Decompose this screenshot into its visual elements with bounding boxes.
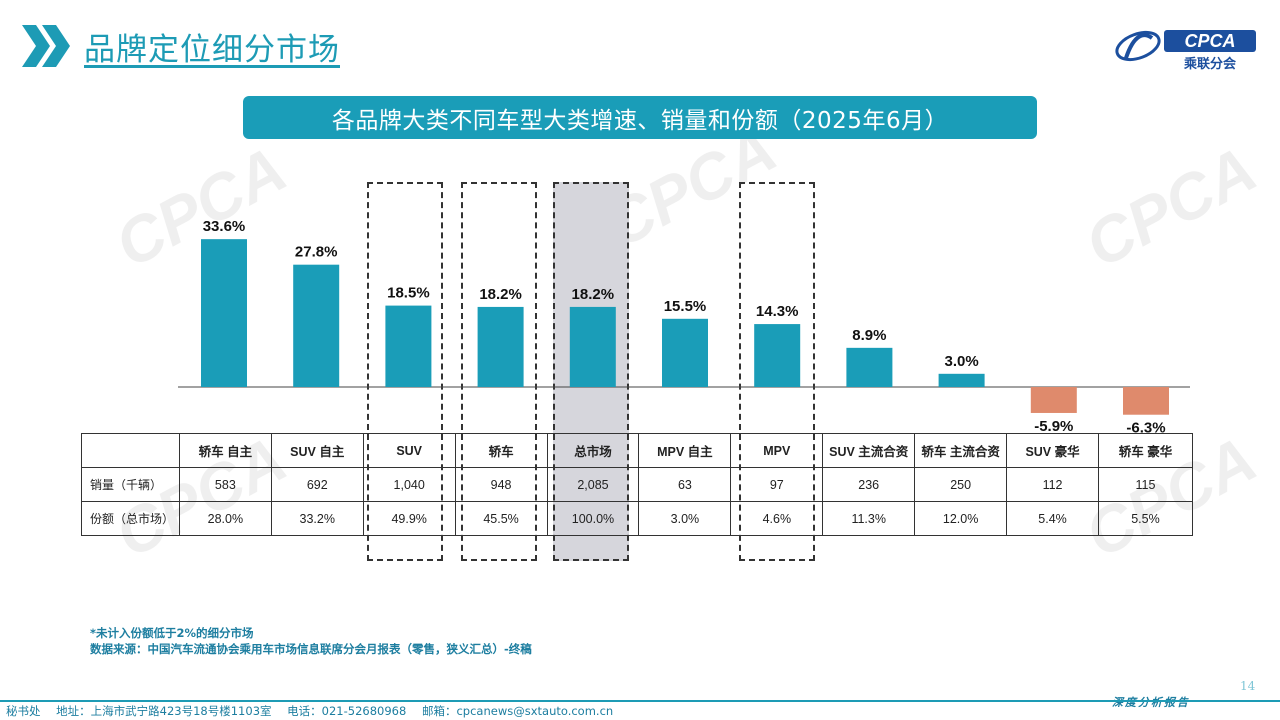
data-label: -5.9% bbox=[1034, 418, 1073, 435]
table-cell: 28.0% bbox=[178, 501, 272, 536]
report-tag: 深度分析报告 bbox=[1112, 696, 1190, 709]
footer-phone: 电话：021-52680968 bbox=[287, 704, 407, 718]
bar bbox=[385, 305, 432, 387]
data-label: 14.3% bbox=[756, 303, 799, 320]
row-header: 销量（千辆） bbox=[81, 467, 180, 502]
bar bbox=[1123, 387, 1169, 415]
category-label: MPV bbox=[730, 433, 824, 468]
table-cell: 5.5% bbox=[1097, 501, 1194, 536]
table-cell: 11.3% bbox=[822, 501, 916, 536]
table-cell: 49.9% bbox=[362, 501, 456, 536]
svg-text:CPCA: CPCA bbox=[1184, 31, 1235, 51]
data-label: 27.8% bbox=[295, 244, 338, 261]
table-cell: 97 bbox=[730, 467, 824, 502]
category-label: 轿车 自主 bbox=[178, 433, 272, 468]
footer: 秘书处 地址：上海市武宁路423号18号楼1103室 电话：021-526809… bbox=[6, 703, 625, 719]
table-corner-cell bbox=[81, 433, 180, 468]
data-source: 数据来源：中国汽车流通协会乘用车市场信息联席分会月报表（零售，狭义汇总）-终稿 bbox=[90, 642, 532, 656]
footer-divider bbox=[0, 700, 1280, 702]
data-label: 3.0% bbox=[944, 353, 978, 370]
data-label: 18.2% bbox=[572, 286, 615, 303]
bar-chart: 33.6% 27.8% 18.5% 18.2% 18.2% 15.5% 14.3% 8.9% 3… bbox=[178, 218, 1190, 437]
table-cell: 4.6% bbox=[730, 501, 824, 536]
chevron-right-icon bbox=[22, 25, 70, 67]
table-cell: 1,040 bbox=[362, 467, 456, 502]
table-cell: 692 bbox=[270, 467, 364, 502]
page-title: 品牌定位细分市场 bbox=[84, 31, 340, 68]
category-label: MPV 自主 bbox=[638, 433, 732, 468]
row-header: 份额（总市场） bbox=[81, 501, 180, 536]
chart-title-banner: 各品牌大类不同车型大类增速、销量和份额（2025年6月） bbox=[243, 96, 1037, 139]
footnote: *未计入份额低于2%的细分市场 bbox=[90, 626, 254, 640]
bar bbox=[1030, 387, 1077, 413]
bar bbox=[938, 373, 985, 387]
table-cell: 115 bbox=[1097, 467, 1194, 502]
data-table: 轿车 自主 SUV 自主 SUV 轿车 总市场 MPV 自主 MPV SUV 主流合资 轿车 主… bbox=[81, 433, 1194, 536]
category-label: 轿车 豪华 bbox=[1097, 433, 1194, 468]
table-cell: 948 bbox=[454, 467, 548, 502]
category-label: 轿车 主流合资 bbox=[914, 433, 1008, 468]
table-cell: 63 bbox=[638, 467, 732, 502]
table-cell: 5.4% bbox=[1006, 501, 1099, 536]
data-label: -6.3% bbox=[1126, 420, 1165, 437]
table-cell: 45.5% bbox=[454, 501, 548, 536]
table-cell: 2,085 bbox=[546, 467, 640, 502]
svg-text:乘联分会: 乘联分会 bbox=[1183, 56, 1237, 72]
category-label: SUV bbox=[362, 433, 456, 468]
category-label: SUV 主流合资 bbox=[822, 433, 916, 468]
category-label: SUV 自主 bbox=[270, 433, 364, 468]
data-label: 18.2% bbox=[479, 286, 522, 303]
bar bbox=[293, 264, 340, 387]
footer-address: 地址：上海市武宁路423号18号楼1103室 bbox=[56, 704, 272, 718]
table-row: 份额（总市场） 28.0% 33.2% 49.9% 45.5% 100.0% 3.0% 4.6… bbox=[81, 501, 1194, 536]
footer-email: 邮箱：cpcanews@sxtauto.com.cn bbox=[421, 704, 614, 718]
bar bbox=[569, 306, 616, 387]
category-label: SUV 豪华 bbox=[1006, 433, 1099, 468]
table-cell: 250 bbox=[914, 467, 1008, 502]
table-cell: 236 bbox=[822, 467, 916, 502]
cpca-logo: CPCA 乘联分会 bbox=[1115, 30, 1256, 72]
table-cell: 583 bbox=[178, 467, 272, 502]
bar bbox=[662, 318, 708, 387]
bar bbox=[477, 306, 524, 387]
table-header-row: 轿车 自主 SUV 自主 SUV 轿车 总市场 MPV 自主 MPV SUV 主流合资 轿车 主… bbox=[81, 433, 1194, 468]
data-label: 8.9% bbox=[852, 327, 886, 344]
table-cell: 3.0% bbox=[638, 501, 732, 536]
bar bbox=[846, 347, 893, 387]
footer-office: 秘书处 bbox=[6, 704, 41, 718]
table-cell: 33.2% bbox=[270, 501, 364, 536]
category-label: 总市场 bbox=[546, 433, 640, 468]
table-row: 销量（千辆） 583 692 1,040 948 2,085 63 97 236 250 112 11… bbox=[81, 467, 1194, 502]
bar bbox=[201, 239, 247, 387]
page-number: 14 bbox=[1240, 679, 1256, 693]
page-title-bar: 品牌定位细分市场 bbox=[20, 22, 340, 70]
category-label: 轿车 bbox=[454, 433, 548, 468]
data-label: 33.6% bbox=[203, 218, 246, 235]
table-cell: 100.0% bbox=[546, 501, 640, 536]
table-cell: 112 bbox=[1006, 467, 1099, 502]
data-label: 15.5% bbox=[664, 298, 707, 315]
data-label: 18.5% bbox=[387, 285, 430, 302]
table-cell: 12.0% bbox=[914, 501, 1008, 536]
bar bbox=[754, 324, 801, 387]
